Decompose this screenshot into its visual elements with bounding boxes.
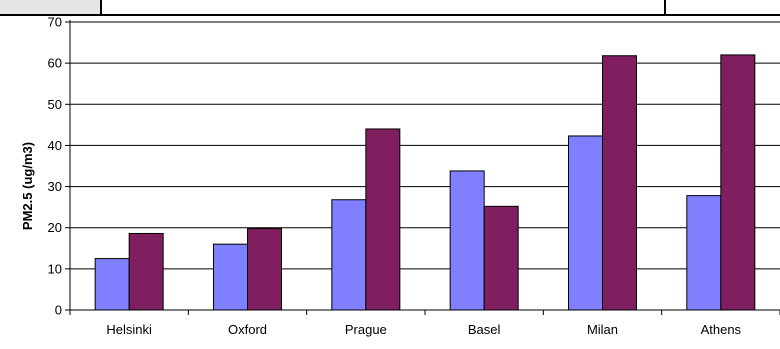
header-cell [0,0,102,14]
bar-chart: 0 10 20 30 40 50 60 70 Helsinki Oxford Prague Base… [20,15,780,337]
bar [128,232,164,311]
y-tick-label: 40 [48,138,62,153]
x-tick-label: Athens [701,322,742,337]
gridlines [70,21,780,270]
bars [94,54,756,311]
x-tick-label: Basel [468,322,501,337]
bar [247,228,282,311]
x-tick-labels: Helsinki Oxford Prague Basel Milan Athens [106,322,741,337]
axes [65,20,780,315]
bar [94,258,130,311]
bar [449,170,485,311]
bar [483,205,519,311]
header-divider [664,0,666,14]
chart-area: 0 10 20 30 40 50 60 70 Helsinki Oxford Prague Base… [0,15,780,344]
y-tick-label: 0 [55,303,62,318]
x-tick-label: Prague [345,322,387,337]
y-tick-label: 30 [48,179,62,194]
bar [331,199,367,311]
top-strip [0,0,780,16]
bar [720,54,756,311]
bar [568,135,603,311]
x-tick-label: Helsinki [106,322,152,337]
x-tick-label: Milan [587,322,618,337]
y-tick-label: 20 [48,220,62,235]
y-tick-label: 70 [48,16,62,30]
y-tick-label: 50 [48,97,62,112]
y-axis-label: PM2.5 (ug/m3) [20,142,35,230]
x-tick-label: Oxford [228,322,267,337]
bar [365,128,401,311]
y-tick-labels: 0 10 20 30 40 50 60 70 [48,15,62,318]
bar [602,55,637,311]
y-tick-label: 60 [48,56,62,71]
bar [213,243,248,311]
y-tick-label: 10 [48,261,62,276]
bar [686,195,722,311]
